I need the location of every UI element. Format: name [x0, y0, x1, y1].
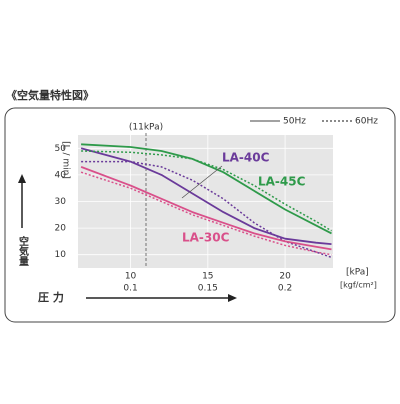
x2-tick-label: 0.1 — [123, 284, 137, 294]
y-tick-label: 20 — [55, 224, 67, 234]
x-tick-label: 20 — [279, 272, 291, 282]
x-tick-label: 15 — [202, 272, 213, 282]
series-line — [80, 147, 332, 245]
legend-label: 50Hz — [283, 117, 306, 127]
series-label: LA-45C — [258, 175, 306, 189]
x-label: 圧 力 — [38, 290, 64, 304]
x2-tick-label: 0.2 — [278, 284, 292, 294]
y-tick-label: 40 — [55, 170, 67, 180]
series-line — [80, 166, 332, 251]
x2-tick-label: 0.15 — [198, 284, 218, 294]
x2-unit: [kgf/cm²] — [340, 281, 377, 290]
leader-line — [181, 165, 223, 199]
x-tick-label: 10 — [125, 272, 137, 282]
y-arrow-head — [18, 174, 26, 183]
chart-title: 《空気量特性図》 — [6, 88, 94, 102]
series-line — [81, 150, 332, 232]
series-line — [81, 143, 332, 235]
y-tick-label: 50 — [55, 144, 67, 154]
frame — [4, 107, 396, 323]
annotation-label: (11kPa) — [129, 123, 163, 133]
y-tick-label: 10 — [55, 250, 67, 260]
y-unit: [L / min] — [61, 141, 71, 179]
legend-label: 60Hz — [355, 117, 378, 127]
y-tick-label: 30 — [55, 197, 67, 207]
x-unit: [kPa] — [346, 268, 369, 278]
x-arrow-head — [228, 294, 237, 302]
y-label: 空気量 — [17, 235, 30, 266]
series-label: LA-40C — [222, 151, 270, 165]
series-label: LA-30C — [182, 231, 230, 245]
